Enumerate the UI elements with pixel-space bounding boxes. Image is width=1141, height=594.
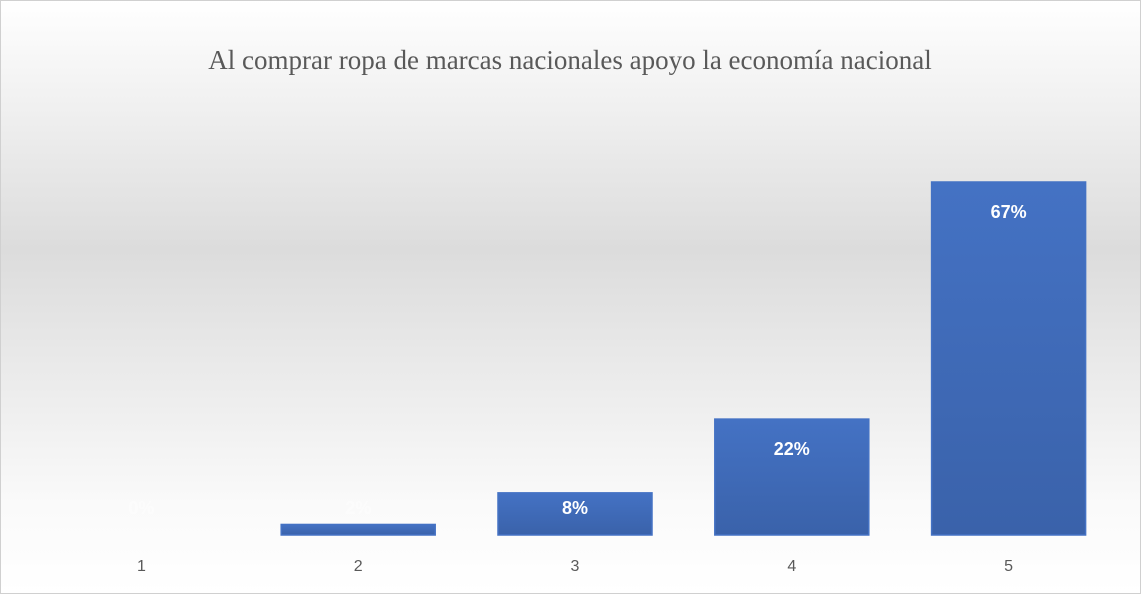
x-tick-label: 3	[571, 558, 580, 575]
data-label: 2%	[345, 498, 371, 518]
bar	[714, 418, 870, 536]
x-tick-label: 5	[1004, 558, 1013, 575]
x-tick-label: 1	[137, 558, 146, 575]
x-tick-label: 4	[787, 558, 796, 575]
bar	[280, 523, 436, 536]
x-tick-label: 2	[354, 558, 363, 575]
data-label: 22%	[774, 439, 810, 459]
data-label: 8%	[562, 498, 588, 518]
bar	[497, 492, 653, 536]
data-label: 67%	[991, 202, 1027, 222]
data-label: 0%	[128, 498, 154, 518]
chart-title: Al comprar ropa de marcas nacionales apo…	[208, 45, 931, 75]
bar	[930, 181, 1087, 536]
